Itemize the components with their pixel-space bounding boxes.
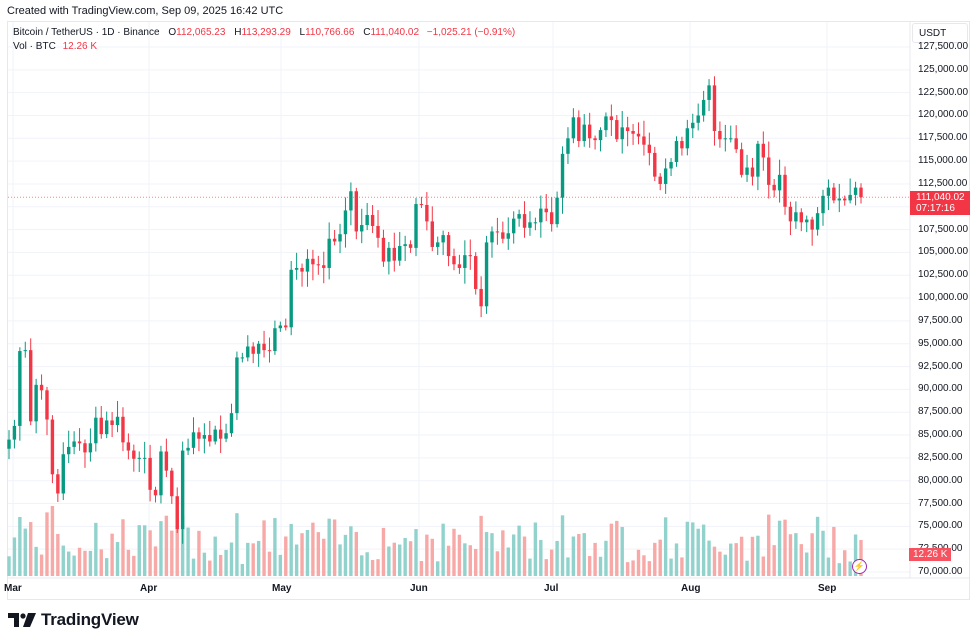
high-value: 113,293.29	[241, 27, 291, 38]
price-tick: 102,500.00	[918, 269, 969, 281]
price-tick: 75,000.00	[918, 520, 963, 532]
volume-value: 12.26 K	[62, 41, 98, 52]
chart-pane[interactable]	[7, 21, 970, 600]
created-with-caption: Created with TradingView.com, Sep 09, 20…	[7, 5, 284, 17]
tradingview-logo: TradingView	[8, 610, 139, 630]
price-tick: 105,000.00	[918, 246, 969, 258]
price-tick: 95,000.00	[918, 337, 963, 349]
close-value: 111,040.02	[370, 27, 420, 38]
low-label: L	[299, 27, 306, 38]
chart-legend: Bitcoin / TetherUS · 1D · Binance O112,0…	[13, 26, 515, 54]
price-tick: 82,500.00	[918, 451, 963, 463]
price-tick: 85,000.00	[918, 429, 963, 441]
month-label: May	[272, 583, 292, 594]
month-label: Aug	[681, 583, 701, 594]
volume-label[interactable]: Vol · BTC	[13, 41, 56, 52]
change-value: −1,025.21 (−0.91%)	[426, 27, 516, 38]
price-tick: 90,000.00	[918, 383, 963, 395]
volume-tag: 12.26 K	[909, 548, 951, 561]
price-tick: 77,500.00	[918, 497, 963, 509]
price-tick: 125,000.00	[918, 63, 969, 75]
high-label: H	[234, 27, 242, 38]
price-tick: 100,000.00	[918, 292, 969, 304]
volume-row: Vol · BTC 12.26 K	[13, 40, 515, 54]
price-tick: 120,000.00	[918, 109, 969, 121]
price-tick: 115,000.00	[918, 155, 968, 167]
month-label: Jun	[410, 583, 428, 594]
price-tick: 87,500.00	[918, 406, 963, 418]
month-label: Mar	[4, 583, 22, 594]
open-label: O	[168, 27, 177, 38]
month-label: Sep	[818, 583, 837, 594]
close-label: C	[363, 27, 371, 38]
price-tick: 122,500.00	[918, 86, 969, 98]
price-tick: 70,000.00	[918, 566, 963, 577]
price-tick: 107,500.00	[918, 223, 969, 235]
price-tick: 127,500.00	[918, 41, 969, 52]
price-tick: 117,500.00	[918, 132, 968, 144]
month-label: Apr	[140, 583, 158, 594]
open-value: 112,065.23	[176, 27, 226, 38]
tv-mark-icon	[8, 613, 36, 627]
brand-name: TradingView	[41, 610, 139, 629]
ohlc-row: Bitcoin / TetherUS · 1D · Binance O112,0…	[13, 26, 515, 40]
last-price-tag: 111,040.02 07:17:16	[910, 191, 970, 215]
month-label: Jul	[544, 583, 559, 594]
low-value: 110,766.66	[305, 27, 355, 38]
currency-selector[interactable]: USDT	[912, 23, 968, 43]
symbol-title[interactable]: Bitcoin / TetherUS · 1D · Binance	[13, 27, 160, 38]
candle-countdown: 07:17:16	[916, 203, 955, 214]
price-tick: 97,500.00	[918, 314, 963, 326]
price-tick: 80,000.00	[918, 474, 963, 486]
price-tick: 92,500.00	[918, 360, 963, 372]
lightning-icon[interactable]: ⚡	[852, 559, 867, 574]
last-price-value: 111,040.02	[916, 192, 965, 203]
price-tick: 112,500.00	[918, 177, 968, 189]
